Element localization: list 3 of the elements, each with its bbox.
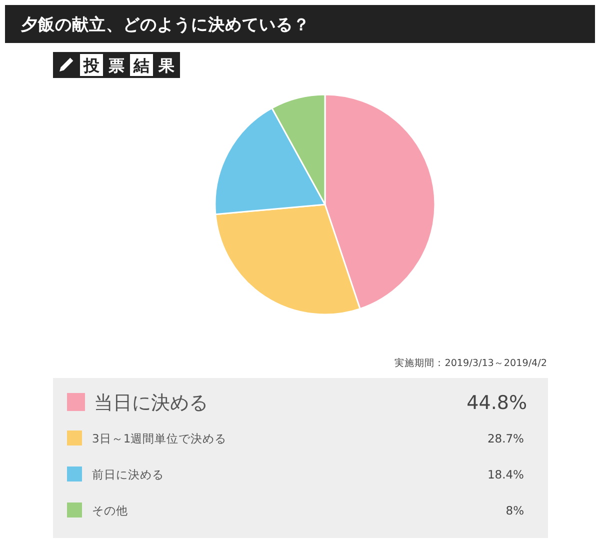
annotation: 実施期間：2019/3/13～2019/4/2: [394, 358, 547, 369]
title: 夕飯の献立、どのように決めている？: [21, 15, 310, 34]
subtitle: 投票結果: [84, 56, 174, 75]
